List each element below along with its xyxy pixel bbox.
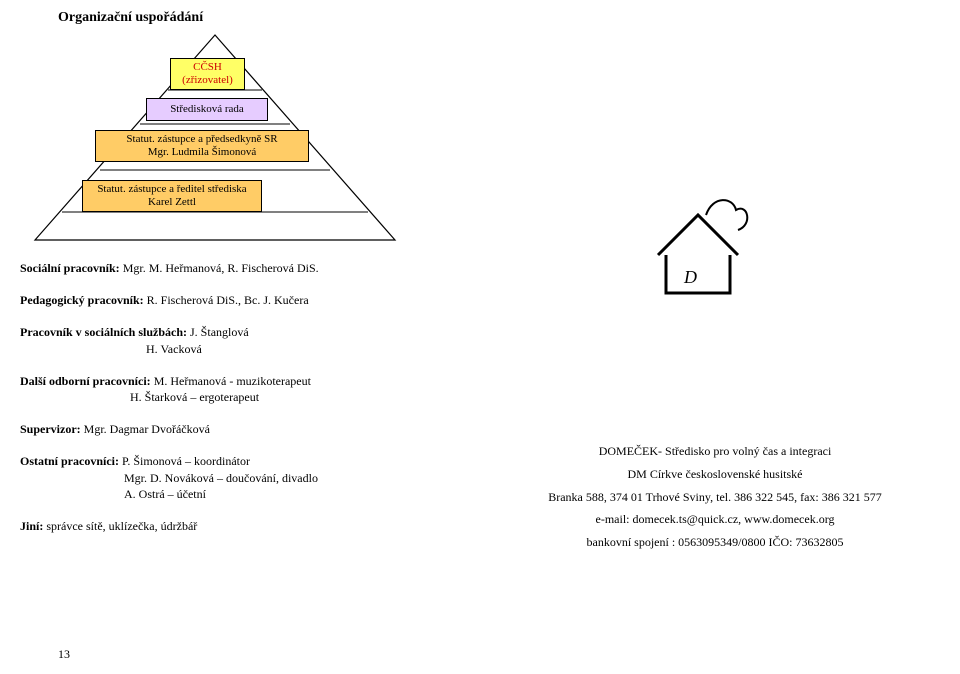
- supervisor-block: Supervizor: Mgr. Dagmar Dvořáčková: [20, 421, 450, 437]
- page-title: Organizační uspořádání: [58, 10, 203, 26]
- service-worker-label: Pracovník v sociálních službách:: [20, 325, 190, 339]
- service-worker-value-2: H. Vacková: [146, 341, 450, 357]
- other-professionals-value: M. Heřmanová - muzikoterapeut: [154, 374, 311, 388]
- others-label: Jiní:: [20, 519, 46, 533]
- pyramid-level-4: Statut. zástupce a ředitel střediska Kar…: [82, 180, 262, 212]
- other-workers-label: Ostatní pracovníci:: [20, 454, 122, 468]
- contact-line-5: bankovní spojení : 0563095349/0800 IČO: …: [475, 531, 955, 554]
- contact-block: DOMEČEK- Středisko pro volný čas a integ…: [475, 440, 955, 554]
- other-workers-block: Ostatní pracovníci: P. Šimonová – koordi…: [20, 453, 450, 502]
- other-workers-value-3: A. Ostrá – účetní: [124, 486, 450, 502]
- service-worker-value: J. Štanglová: [190, 325, 249, 339]
- service-worker-block: Pracovník v sociálních službách: J. Štan…: [20, 324, 450, 356]
- other-workers-value: P. Šimonová – koordinátor: [122, 454, 250, 468]
- other-professionals-value-2: H. Štarková – ergoterapeut: [130, 389, 450, 405]
- page-number: 13: [58, 647, 70, 662]
- other-workers-value-2: Mgr. D. Nováková – doučování, divadlo: [124, 470, 450, 486]
- staff-list: Sociální pracovník: Mgr. M. Heřmanová, R…: [20, 260, 450, 550]
- pyramid-level-4-line1: Statut. zástupce a ředitel střediska: [89, 183, 255, 196]
- pedagogical-worker-label: Pedagogický pracovník:: [20, 293, 147, 307]
- pyramid-level-2: Středisková rada: [146, 98, 268, 121]
- domecek-logo: D: [638, 185, 758, 305]
- house-logo-icon: D: [638, 185, 758, 305]
- pyramid-diagram: CČSH (zřizovatel) Středisková rada Statu…: [30, 30, 400, 245]
- others-value: správce sítě, uklízečka, údržbář: [46, 519, 197, 533]
- contact-line-4: e-mail: domecek.ts@quick.cz, www.domecek…: [475, 508, 955, 531]
- social-worker-block: Sociální pracovník: Mgr. M. Heřmanová, R…: [20, 260, 450, 276]
- contact-line-1: DOMEČEK- Středisko pro volný čas a integ…: [475, 440, 955, 463]
- social-worker-value: Mgr. M. Heřmanová, R. Fischerová DiS.: [123, 261, 319, 275]
- pyramid-level-4-line2: Karel Zettl: [89, 196, 255, 209]
- contact-line-2: DM Církve československé husitské: [475, 463, 955, 486]
- pyramid-level-1: CČSH (zřizovatel): [170, 58, 245, 90]
- pyramid-level-3: Statut. zástupce a předsedkyně SR Mgr. L…: [95, 130, 309, 162]
- pyramid-level-3-line2: Mgr. Ludmila Šimonová: [102, 146, 302, 159]
- others-block: Jiní: správce sítě, uklízečka, údržbář: [20, 518, 450, 534]
- svg-text:D: D: [683, 267, 697, 287]
- pedagogical-worker-block: Pedagogický pracovník: R. Fischerová DiS…: [20, 292, 450, 308]
- supervisor-label: Supervizor:: [20, 422, 84, 436]
- pedagogical-worker-value: R. Fischerová DiS., Bc. J. Kučera: [147, 293, 309, 307]
- pyramid-level-3-line1: Statut. zástupce a předsedkyně SR: [102, 133, 302, 146]
- contact-line-3: Branka 588, 374 01 Trhové Sviny, tel. 38…: [475, 486, 955, 509]
- other-professionals-block: Další odborní pracovníci: M. Heřmanová -…: [20, 373, 450, 405]
- pyramid-level-2-text: Středisková rada: [170, 103, 244, 115]
- pyramid-level-1-line2: (zřizovatel): [177, 74, 238, 87]
- pyramid-level-1-line1: CČSH: [177, 61, 238, 74]
- other-professionals-label: Další odborní pracovníci:: [20, 374, 154, 388]
- supervisor-value: Mgr. Dagmar Dvořáčková: [84, 422, 210, 436]
- social-worker-label: Sociální pracovník:: [20, 261, 123, 275]
